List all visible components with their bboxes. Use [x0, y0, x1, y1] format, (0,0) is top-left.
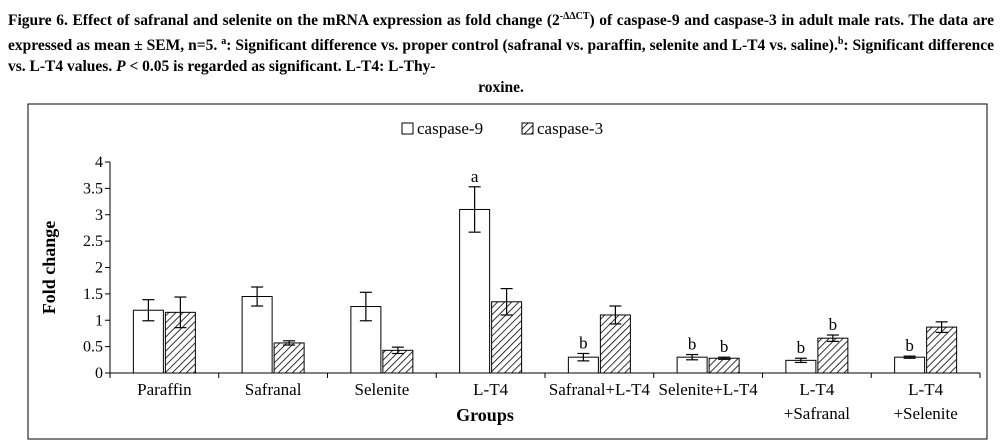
figure-caption: Figure 6. Effect of safranal and selenit…	[8, 11, 994, 97]
significance-label: b	[579, 333, 588, 352]
bar-caspase-3-6	[817, 337, 849, 374]
x-tick-label: Selenite+L-T4	[658, 380, 758, 399]
bar-caspase-3-4	[599, 314, 631, 374]
significance-label: b	[797, 338, 806, 357]
y-tick-label: 4	[95, 154, 103, 171]
bar-caspase-9-2	[350, 306, 382, 374]
significance-label: b	[720, 337, 729, 356]
legend-swatch-caspase-3	[521, 122, 534, 135]
x-tick-label: L-T4	[473, 380, 508, 399]
significance-label: b	[829, 315, 838, 334]
y-tick-label: 2.5	[83, 233, 103, 250]
legend-label-caspase-9: caspase-9	[417, 119, 483, 138]
significance-label: a	[471, 167, 479, 186]
significance-label: b	[905, 336, 914, 355]
y-tick-label: 1	[95, 312, 103, 329]
chart-frame	[27, 103, 988, 440]
significance-label: b	[688, 335, 697, 354]
legend-swatch-caspase-9	[401, 122, 414, 135]
bar-caspase-3-1	[273, 342, 305, 374]
y-tick-label: 3.5	[83, 180, 103, 197]
bar-caspase-9-7	[894, 356, 926, 374]
legend-label-caspase-3: caspase-3	[537, 119, 603, 138]
x-axis-label: Groups	[456, 405, 514, 425]
x-tick-label: L-T4	[908, 380, 943, 399]
bar-caspase-3-5	[708, 357, 740, 374]
y-tick-label: 2	[95, 260, 103, 277]
y-axis-label: Fold change	[39, 221, 59, 315]
bar-caspase-9-1	[241, 296, 273, 374]
x-tick-label: +Selenite	[893, 404, 957, 423]
x-tick-label: Safranal+L-T4	[549, 380, 651, 399]
x-tick-label: Selenite	[354, 380, 409, 399]
y-tick-label: 0	[95, 365, 103, 382]
x-tick-label: Paraffin	[137, 380, 192, 399]
x-tick-label: L-T4	[799, 380, 834, 399]
y-tick-label: 3	[95, 207, 103, 224]
bar-caspase-9-3	[459, 208, 491, 374]
y-tick-label: 1.5	[83, 286, 103, 303]
bar-caspase-3-7	[926, 326, 958, 374]
x-tick-label: Safranal	[245, 380, 302, 399]
y-tick-label: 0.5	[83, 339, 103, 356]
x-tick-label: +Safranal	[784, 404, 851, 423]
